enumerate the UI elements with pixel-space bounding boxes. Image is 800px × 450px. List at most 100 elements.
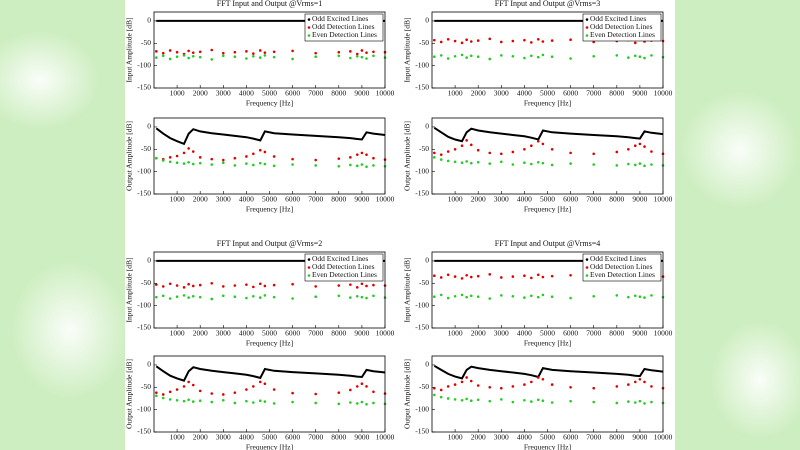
point — [627, 147, 630, 151]
x-tick-label: 10000 — [376, 433, 395, 442]
point — [465, 273, 468, 277]
point — [263, 162, 267, 166]
legend-marker — [585, 274, 589, 277]
point — [182, 286, 186, 289]
point — [523, 296, 526, 299]
point — [291, 163, 294, 166]
point — [633, 380, 637, 384]
x-tick-label: 10000 — [376, 329, 395, 338]
y-axis-label: Input Amplitude [dB] — [403, 258, 412, 323]
point — [161, 285, 165, 288]
point — [460, 398, 464, 402]
point — [372, 164, 375, 167]
y-tick-label: -100 — [137, 166, 151, 175]
x-tick-label: 4000 — [517, 433, 532, 442]
x-tick-label: 3000 — [494, 195, 509, 204]
point — [638, 399, 642, 403]
point — [439, 40, 443, 44]
point — [465, 38, 468, 42]
x-tick-label: 5000 — [540, 433, 555, 442]
point — [258, 399, 262, 403]
point — [349, 50, 352, 53]
blur — [0, 30, 100, 130]
point — [291, 400, 294, 404]
point — [168, 390, 172, 394]
x-axis-label: Frequency [Hz] — [524, 99, 571, 108]
point — [541, 293, 545, 297]
point — [272, 50, 276, 54]
point — [650, 294, 653, 297]
point — [633, 294, 637, 298]
point — [210, 157, 214, 161]
point — [569, 151, 572, 155]
x-tick-label: 3000 — [494, 433, 509, 442]
point — [258, 282, 262, 286]
point — [511, 163, 515, 166]
point — [511, 385, 515, 388]
point — [187, 380, 190, 384]
x-tick-label: 5000 — [540, 195, 555, 204]
point — [191, 150, 195, 153]
x-tick-label: 8000 — [609, 89, 624, 98]
legend-marker — [307, 34, 311, 37]
point — [355, 294, 359, 298]
point — [252, 401, 255, 404]
legend-label: Odd Detection Lines — [312, 262, 375, 271]
point — [650, 54, 653, 57]
x-tick-label: 4000 — [239, 195, 254, 204]
legend-label: Odd Detection Lines — [590, 262, 653, 271]
x-tick-label: 2000 — [193, 89, 208, 98]
x-tick-label: 2000 — [471, 89, 486, 98]
point — [233, 295, 237, 299]
x-tick-label: 7000 — [586, 329, 601, 338]
point — [511, 150, 515, 154]
x-tick-label: 1000 — [170, 329, 185, 338]
x-tick-label: 9000 — [632, 329, 647, 338]
point — [360, 49, 364, 52]
legend-marker — [585, 266, 589, 269]
legend-marker — [307, 26, 311, 29]
y-tick-label: -50 — [141, 278, 151, 287]
point — [638, 162, 642, 165]
x-tick-label: 2000 — [471, 195, 486, 204]
point — [175, 388, 179, 391]
point — [314, 295, 318, 299]
point — [175, 398, 179, 402]
point — [569, 38, 572, 42]
y-axis-label: Input Amplitude [dB] — [125, 18, 134, 83]
legend-label: Odd Excited Lines — [312, 14, 368, 23]
point — [433, 156, 436, 159]
point — [355, 164, 359, 168]
y-tick-label: -100 — [415, 60, 429, 69]
point — [187, 56, 190, 60]
point — [460, 380, 464, 384]
x-tick-label: 1000 — [448, 329, 463, 338]
point — [523, 38, 526, 42]
point — [460, 41, 464, 45]
legend-label: Odd Detection Lines — [312, 22, 375, 31]
legend-label: Even Detection Lines — [590, 30, 655, 39]
point — [360, 382, 364, 386]
y-axis-label: Output Amplitude [dB] — [403, 121, 412, 191]
point — [222, 393, 225, 396]
plot-frame — [431, 251, 664, 329]
y-tick-label: -100 — [137, 300, 151, 309]
legend-marker — [307, 258, 311, 261]
point — [168, 49, 172, 52]
point — [263, 400, 267, 403]
point — [476, 398, 480, 402]
point — [488, 399, 492, 403]
point — [337, 402, 341, 406]
x-tick-label: 1000 — [170, 195, 185, 204]
x-tick-label: 9000 — [632, 433, 647, 442]
point — [198, 161, 202, 165]
point — [500, 386, 503, 390]
point — [191, 284, 195, 288]
point — [263, 54, 267, 57]
point — [536, 37, 540, 41]
point — [258, 49, 262, 52]
point — [175, 161, 179, 165]
x-tick-label: 6000 — [563, 195, 578, 204]
y-tick-label: 0 — [147, 16, 151, 25]
